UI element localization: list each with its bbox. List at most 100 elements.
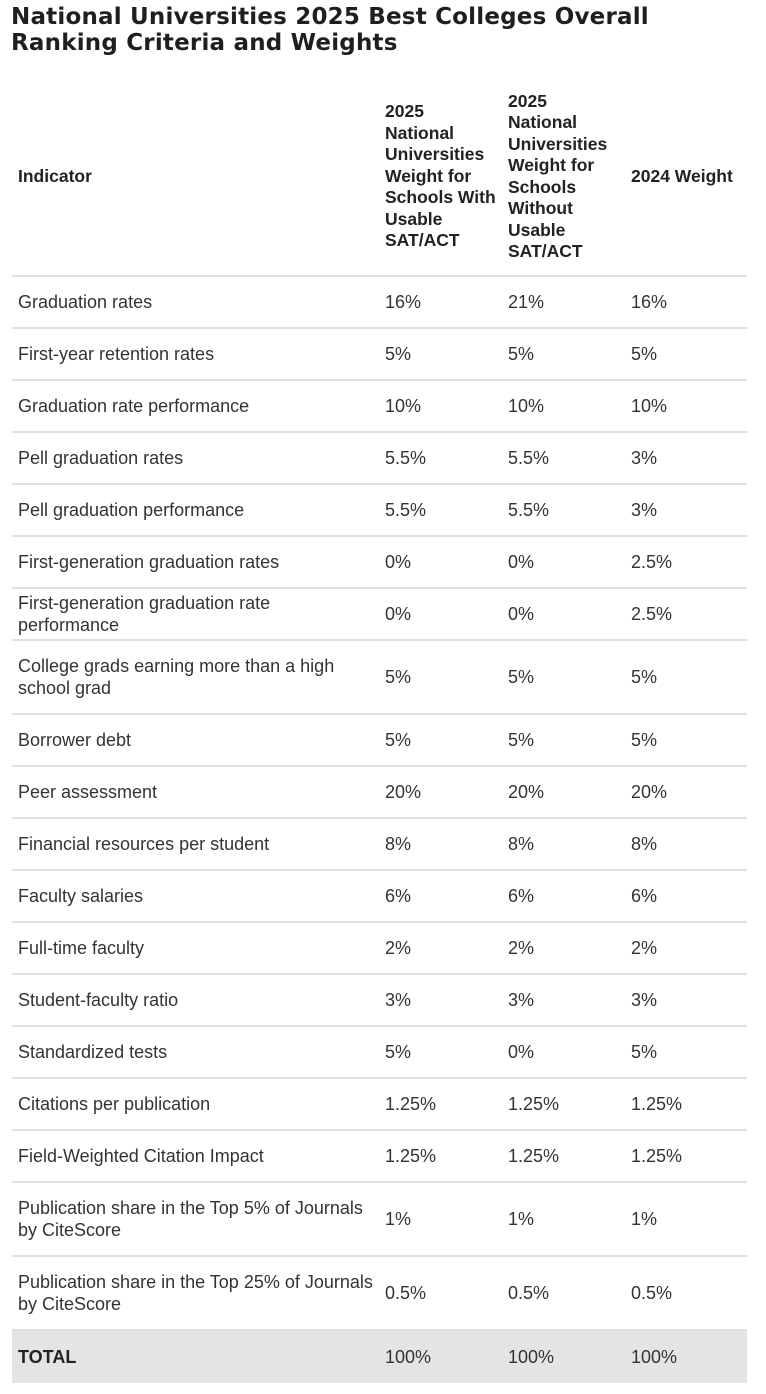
weight-2025-with-cell: 0% (379, 536, 502, 589)
table-row: Borrower debt 5% 5% 5% (12, 714, 747, 767)
weight-2025-without-cell: 6% (502, 870, 625, 923)
weight-2025-with-cell: 5.5% (379, 432, 502, 485)
table-row: First-year retention rates 5% 5% 5% (12, 328, 747, 381)
indicator-cell: First-generation graduation rates (12, 536, 379, 589)
weight-2025-without-cell: 2% (502, 922, 625, 975)
weight-2025-with-cell: 5.5% (379, 484, 502, 537)
weight-2025-with-cell: 2% (379, 922, 502, 975)
page-title: National Universities 2025 Best Colleges… (11, 4, 649, 56)
weight-2025-without-cell: 0% (502, 536, 625, 589)
weight-2025-with-cell: 5% (379, 714, 502, 767)
weight-2024-cell: 1.25% (625, 1130, 747, 1183)
weight-2024-cell: 6% (625, 870, 747, 923)
weight-2025-with-cell: 5% (379, 1026, 502, 1079)
indicator-cell: First-generation graduation rate perform… (12, 588, 379, 641)
weight-2025-with-cell: 1.25% (379, 1078, 502, 1131)
weight-2025-without-cell: 0.5% (502, 1256, 625, 1331)
table-row: Student-faculty ratio 3% 3% 3% (12, 974, 747, 1027)
indicator-cell: Graduation rate performance (12, 380, 379, 433)
indicator-cell: Field-Weighted Citation Impact (12, 1130, 379, 1183)
weight-2025-without-cell: 0% (502, 588, 625, 641)
indicator-cell: Pell graduation performance (12, 484, 379, 537)
weight-2025-without-cell: 10% (502, 380, 625, 433)
weight-2025-with-cell: 16% (379, 276, 502, 329)
weight-2024-cell: 2% (625, 922, 747, 975)
weight-2025-without-cell: 3% (502, 974, 625, 1027)
indicator-cell: College grads earning more than a high s… (12, 640, 379, 715)
weight-2024-cell: 1.25% (625, 1078, 747, 1131)
weight-2024-cell: 1% (625, 1182, 747, 1257)
indicator-cell: Financial resources per student (12, 818, 379, 871)
weight-2025-without-cell: 1% (502, 1182, 625, 1257)
weight-2025-without-cell: 0% (502, 1026, 625, 1079)
weight-2025-with-cell: 3% (379, 974, 502, 1027)
table-row: Faculty salaries 6% 6% 6% (12, 870, 747, 923)
indicator-cell: Faculty salaries (12, 870, 379, 923)
indicator-cell: Standardized tests (12, 1026, 379, 1079)
ranking-criteria-table: Indicator 2025 National Universities Wei… (12, 78, 747, 1383)
table-row: Publication share in the Top 5% of Journ… (12, 1182, 747, 1257)
weight-2024-cell: 2.5% (625, 588, 747, 641)
total-2025-without-cell: 100% (502, 1330, 625, 1383)
weight-2025-with-cell: 20% (379, 766, 502, 819)
indicator-cell: First-year retention rates (12, 328, 379, 381)
weight-2025-without-cell: 20% (502, 766, 625, 819)
weight-2024-cell: 16% (625, 276, 747, 329)
header-indicator: Indicator (12, 78, 379, 277)
table-row: Full-time faculty 2% 2% 2% (12, 922, 747, 975)
weight-2024-cell: 5% (625, 714, 747, 767)
weight-2025-with-cell: 6% (379, 870, 502, 923)
weight-2024-cell: 0.5% (625, 1256, 747, 1331)
weight-2024-cell: 5% (625, 328, 747, 381)
weight-2024-cell: 10% (625, 380, 747, 433)
table-row: First-generation graduation rate perform… (12, 588, 747, 641)
indicator-cell: Citations per publication (12, 1078, 379, 1131)
indicator-cell: Publication share in the Top 5% of Journ… (12, 1182, 379, 1257)
weight-2025-without-cell: 1.25% (502, 1130, 625, 1183)
indicator-cell: Peer assessment (12, 766, 379, 819)
table-row: Graduation rates 16% 21% 16% (12, 276, 747, 329)
header-2024-weight: 2024 Weight (625, 78, 747, 277)
weight-2025-without-cell: 21% (502, 276, 625, 329)
table-row: Field-Weighted Citation Impact 1.25% 1.2… (12, 1130, 747, 1183)
header-2025-with-sat-act: 2025 National Universities Weight for Sc… (379, 78, 502, 277)
table-row: Peer assessment 20% 20% 20% (12, 766, 747, 819)
weight-2024-cell: 3% (625, 484, 747, 537)
indicator-cell: Borrower debt (12, 714, 379, 767)
weight-2025-without-cell: 5% (502, 328, 625, 381)
table-row: Financial resources per student 8% 8% 8% (12, 818, 747, 871)
total-2024-cell: 100% (625, 1330, 747, 1383)
total-2025-with-cell: 100% (379, 1330, 502, 1383)
indicator-cell: Student-faculty ratio (12, 974, 379, 1027)
table-row: College grads earning more than a high s… (12, 640, 747, 715)
table-row: First-generation graduation rates 0% 0% … (12, 536, 747, 589)
table-row: Publication share in the Top 25% of Jour… (12, 1256, 747, 1331)
indicator-cell: Graduation rates (12, 276, 379, 329)
weight-2025-without-cell: 5% (502, 714, 625, 767)
indicator-cell: Full-time faculty (12, 922, 379, 975)
header-row: Indicator 2025 National Universities Wei… (12, 78, 747, 277)
table-row: Graduation rate performance 10% 10% 10% (12, 380, 747, 433)
total-row: TOTAL 100% 100% 100% (12, 1330, 747, 1383)
indicator-cell: Pell graduation rates (12, 432, 379, 485)
header-2025-without-sat-act: 2025 National Universities Weight for Sc… (502, 78, 625, 277)
weight-2024-cell: 5% (625, 640, 747, 715)
weight-2024-cell: 3% (625, 432, 747, 485)
weight-2025-with-cell: 1% (379, 1182, 502, 1257)
weight-2025-with-cell: 10% (379, 380, 502, 433)
weight-2024-cell: 5% (625, 1026, 747, 1079)
table-row: Citations per publication 1.25% 1.25% 1.… (12, 1078, 747, 1131)
weight-2025-without-cell: 5% (502, 640, 625, 715)
weight-2024-cell: 8% (625, 818, 747, 871)
weight-2025-with-cell: 1.25% (379, 1130, 502, 1183)
table-row: Pell graduation rates 5.5% 5.5% 3% (12, 432, 747, 485)
weight-2024-cell: 20% (625, 766, 747, 819)
weight-2025-without-cell: 5.5% (502, 484, 625, 537)
weight-2025-with-cell: 0.5% (379, 1256, 502, 1331)
table-row: Standardized tests 5% 0% 5% (12, 1026, 747, 1079)
weight-2024-cell: 3% (625, 974, 747, 1027)
weight-2025-with-cell: 8% (379, 818, 502, 871)
weight-2025-without-cell: 5.5% (502, 432, 625, 485)
indicator-cell: Publication share in the Top 25% of Jour… (12, 1256, 379, 1331)
